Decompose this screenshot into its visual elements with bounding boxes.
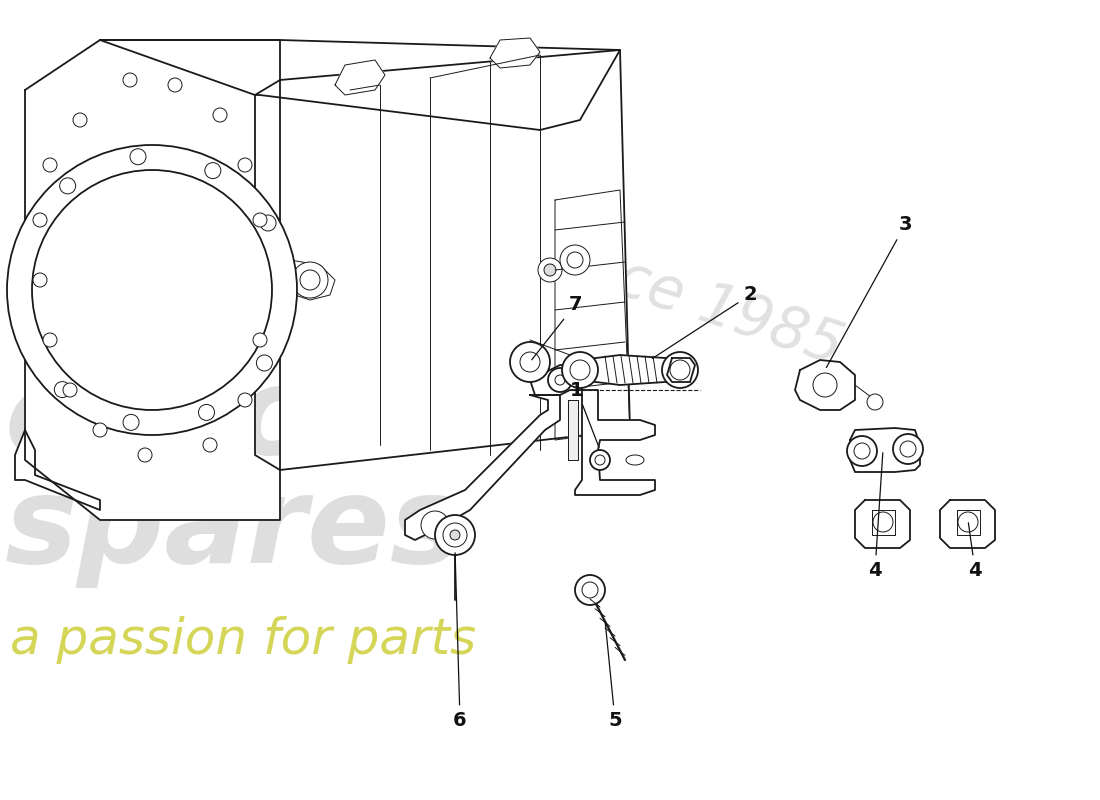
Circle shape <box>548 368 572 392</box>
Circle shape <box>204 438 217 452</box>
Circle shape <box>213 108 227 122</box>
Text: 1: 1 <box>570 381 600 447</box>
Circle shape <box>300 270 320 290</box>
Polygon shape <box>405 395 560 540</box>
Circle shape <box>538 258 562 282</box>
Circle shape <box>560 245 590 275</box>
Circle shape <box>662 352 698 388</box>
Circle shape <box>813 373 837 397</box>
Circle shape <box>94 423 107 437</box>
Circle shape <box>33 213 47 227</box>
Text: 7: 7 <box>531 295 582 360</box>
Circle shape <box>256 355 273 371</box>
Polygon shape <box>530 365 654 495</box>
Circle shape <box>32 170 272 410</box>
Polygon shape <box>850 428 920 472</box>
Polygon shape <box>336 60 385 95</box>
Circle shape <box>893 434 923 464</box>
Circle shape <box>253 213 267 227</box>
Circle shape <box>292 262 328 298</box>
Circle shape <box>544 264 556 276</box>
Circle shape <box>595 455 605 465</box>
Circle shape <box>450 530 460 540</box>
Circle shape <box>562 352 598 388</box>
Circle shape <box>590 450 610 470</box>
Circle shape <box>670 360 690 380</box>
Circle shape <box>854 443 870 459</box>
Polygon shape <box>556 190 630 440</box>
Text: since 1985: since 1985 <box>530 224 850 376</box>
Circle shape <box>43 158 57 172</box>
Circle shape <box>238 158 252 172</box>
Polygon shape <box>255 260 336 300</box>
Polygon shape <box>568 400 578 460</box>
Circle shape <box>421 511 449 539</box>
Polygon shape <box>855 500 910 548</box>
Text: spares: spares <box>6 471 463 589</box>
Circle shape <box>238 393 252 407</box>
Polygon shape <box>872 510 895 535</box>
Text: euro: euro <box>6 362 319 478</box>
Circle shape <box>570 360 590 380</box>
Circle shape <box>566 252 583 268</box>
Polygon shape <box>795 360 855 410</box>
Text: 4: 4 <box>868 453 883 579</box>
Circle shape <box>198 405 214 421</box>
Circle shape <box>123 73 138 87</box>
Circle shape <box>168 78 182 92</box>
Text: 3: 3 <box>826 215 912 367</box>
Polygon shape <box>957 510 980 535</box>
Circle shape <box>7 145 297 435</box>
Polygon shape <box>940 500 996 548</box>
Circle shape <box>260 215 276 231</box>
Circle shape <box>900 441 916 457</box>
Circle shape <box>205 162 221 178</box>
Circle shape <box>443 523 468 547</box>
Polygon shape <box>490 38 540 68</box>
Polygon shape <box>25 40 280 520</box>
Polygon shape <box>580 355 680 385</box>
Text: 6: 6 <box>453 553 466 730</box>
Circle shape <box>54 382 70 398</box>
Text: a passion for parts: a passion for parts <box>10 616 476 664</box>
Circle shape <box>582 582 598 598</box>
Circle shape <box>33 273 47 287</box>
Polygon shape <box>100 40 620 130</box>
Circle shape <box>63 383 77 397</box>
Polygon shape <box>280 50 630 470</box>
Circle shape <box>123 414 139 430</box>
Circle shape <box>958 512 978 532</box>
Circle shape <box>556 375 565 385</box>
Circle shape <box>59 178 76 194</box>
Text: 4: 4 <box>968 522 982 579</box>
Text: 2: 2 <box>652 286 757 358</box>
Polygon shape <box>667 358 695 382</box>
Circle shape <box>867 394 883 410</box>
Circle shape <box>510 342 550 382</box>
Circle shape <box>575 575 605 605</box>
Text: 5: 5 <box>605 622 621 730</box>
Circle shape <box>43 333 57 347</box>
Circle shape <box>873 512 893 532</box>
Circle shape <box>847 436 877 466</box>
Circle shape <box>434 515 475 555</box>
Polygon shape <box>15 430 100 510</box>
Circle shape <box>73 113 87 127</box>
Circle shape <box>253 333 267 347</box>
Circle shape <box>130 149 146 165</box>
Circle shape <box>520 352 540 372</box>
Circle shape <box>138 448 152 462</box>
